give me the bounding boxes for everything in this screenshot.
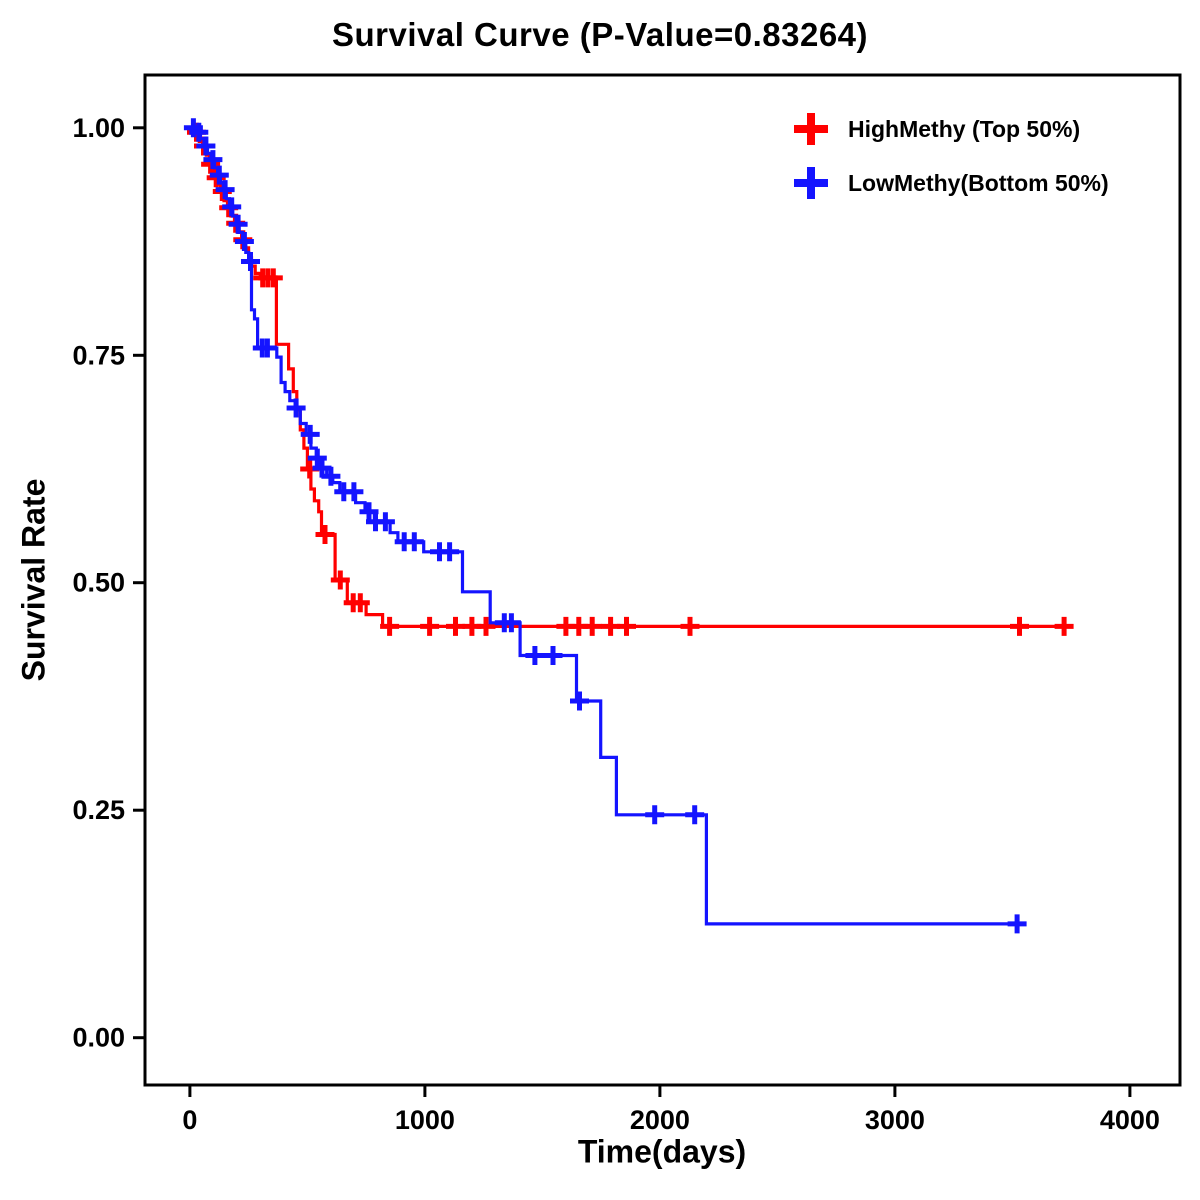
lowmethy-plus-icon: [794, 167, 828, 199]
legend-label-lowmethy: LowMethy(Bottom 50%): [848, 169, 1109, 196]
highmethy-plus-icon: [794, 113, 828, 145]
svg-text:0.50: 0.50: [72, 568, 125, 598]
legend-item-lowmethy: LowMethy(Bottom 50%): [790, 164, 1109, 202]
x-axis-label: Time(days): [577, 1133, 747, 1170]
svg-text:2000: 2000: [630, 1105, 690, 1135]
svg-text:0.25: 0.25: [72, 795, 125, 825]
svg-text:0.75: 0.75: [72, 340, 125, 370]
legend-item-highmethy: HighMethy (Top 50%): [790, 110, 1109, 148]
svg-text:1000: 1000: [395, 1105, 455, 1135]
chart-title: Survival Curve (P-Value=0.83264): [331, 16, 869, 53]
legend-label-highmethy: HighMethy (Top 50%): [848, 115, 1081, 142]
svg-text:4000: 4000: [1100, 1105, 1160, 1135]
svg-text:3000: 3000: [865, 1105, 925, 1135]
y-axis-label: Survival Rate: [15, 478, 52, 682]
svg-text:0.00: 0.00: [72, 1023, 125, 1053]
chart-area: 0 1000 2000 3000 4000 0.00 0.25 0.50 0.75 1.00 Su…: [0, 60, 1200, 1200]
svg-text:1.00: 1.00: [72, 113, 125, 143]
legend: HighMethy (Top 50%) LowMethy(Bottom 50%): [790, 110, 1109, 202]
survival-plot: 0 1000 2000 3000 4000 0.00 0.25 0.50 0.75 1.00: [72, 73, 1182, 1135]
svg-text:0: 0: [182, 1105, 197, 1135]
